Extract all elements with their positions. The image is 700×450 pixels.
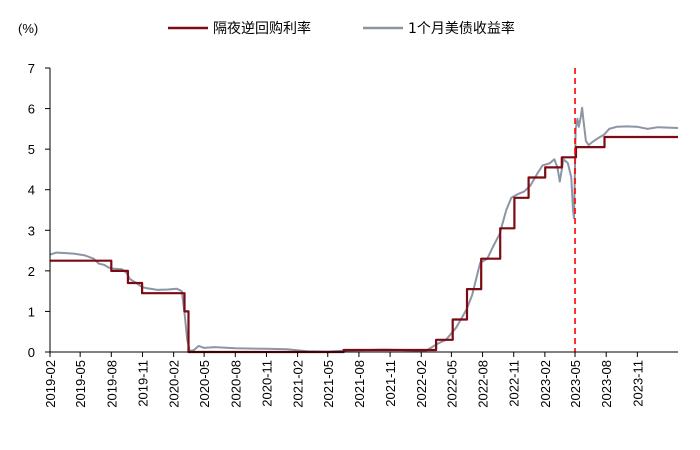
x-tick-label: 2023-05 [568, 360, 583, 408]
x-tick-label: 2023-02 [538, 360, 553, 408]
legend: 隔夜逆回购利率 1个月美债收益率 [168, 20, 515, 37]
x-tick-label: 2021-11 [383, 360, 398, 407]
x-tick-label: 2019-11 [135, 360, 150, 407]
y-tick-label: 1 [28, 304, 35, 319]
x-tick-label: 2022-11 [507, 360, 522, 407]
x-tick-label: 2021-08 [352, 360, 367, 408]
x-tick-label: 2019-08 [104, 360, 119, 408]
x-tick-label: 2020-02 [167, 360, 182, 408]
x-tick-label: 2020-05 [197, 360, 212, 408]
y-axis-unit-label: (%) [18, 21, 38, 36]
series-line-1m-treasury-yield [49, 106, 679, 353]
x-tick-label: 2019-05 [73, 360, 88, 408]
x-tick-label: 2020-11 [259, 360, 274, 407]
series-layer [49, 106, 679, 354]
y-tick-label: 4 [28, 183, 35, 198]
y-tick-label: 7 [28, 61, 35, 76]
y-tick-label: 6 [28, 102, 35, 117]
x-tick-label: 2021-05 [321, 360, 336, 408]
series-line-reverse-repo-rate [50, 135, 678, 354]
x-tick-label: 2019-02 [43, 360, 58, 408]
x-tick-label: 2023-11 [630, 360, 645, 407]
x-tick-label: 2021-02 [291, 360, 306, 408]
x-tick-label: 2023-08 [599, 360, 614, 408]
x-tick-label: 2022-05 [444, 360, 459, 408]
y-tick-label: 5 [28, 142, 35, 157]
x-tick-label: 2020-08 [228, 360, 243, 408]
x-tick-label: 2022-08 [476, 360, 491, 408]
y-tick-label: 0 [28, 345, 35, 360]
x-tick-label: 2022-02 [414, 360, 429, 408]
y-tick-label: 3 [28, 223, 35, 238]
legend-item-1m-treasury-yield-label: 1个月美债收益率 [408, 20, 515, 37]
y-tick-label: 2 [28, 264, 35, 279]
axes-layer: 0 1 2 3 4 5 6 7 2019-02 2019-05 2019-08 2019-11 2020… [28, 61, 678, 408]
legend-item-reverse-repo-rate-label: 隔夜逆回购利率 [213, 20, 311, 37]
